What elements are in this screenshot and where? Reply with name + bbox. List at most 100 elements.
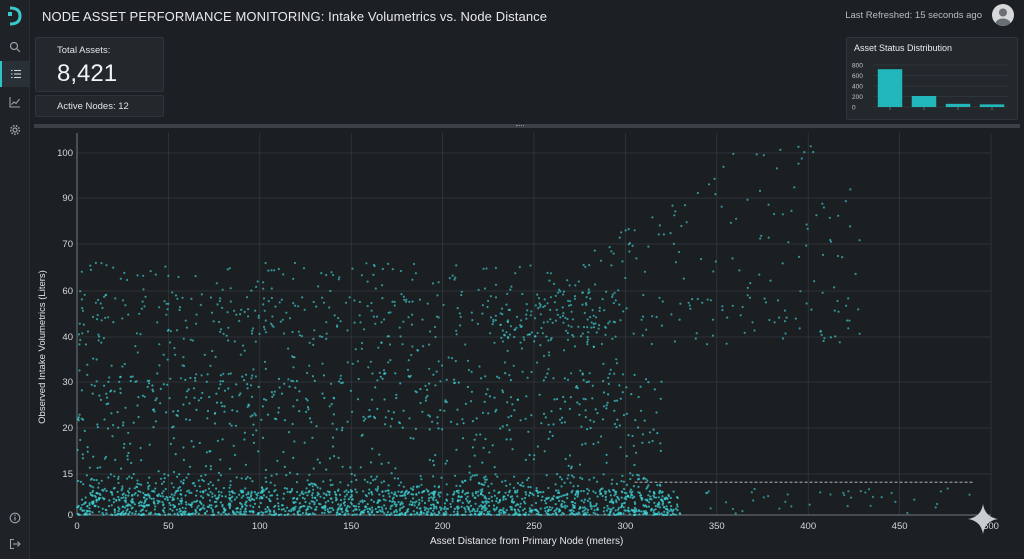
scatter-point (102, 498, 105, 501)
scatter-point (652, 509, 655, 512)
scatter-point (335, 513, 338, 516)
scatter-point (395, 503, 398, 506)
y-tick-label: 15 (62, 469, 73, 480)
scatter-point (381, 377, 384, 380)
scatter-point (609, 494, 612, 497)
scatter-point (92, 500, 95, 503)
scatter-point (363, 508, 366, 511)
scatter-point (140, 504, 143, 507)
scatter-point (258, 505, 261, 508)
scatter-point (604, 495, 607, 499)
scatter-point (858, 239, 861, 242)
scatter-point (411, 501, 414, 504)
scatter-point (384, 507, 388, 510)
scatter-point (157, 470, 160, 473)
scatter-point (136, 351, 139, 354)
scatter-point (412, 497, 415, 500)
scatter-point (605, 461, 608, 464)
panel-resize-divider[interactable] (34, 124, 1020, 128)
scatter-point (570, 491, 573, 494)
scatter-point (476, 510, 479, 513)
user-avatar[interactable] (992, 4, 1014, 26)
scatter-point (449, 505, 453, 508)
scatter-point (191, 501, 194, 504)
sidebar-item-analytics[interactable] (0, 89, 30, 115)
status-bar[interactable] (979, 104, 1005, 107)
sidebar-item-logout[interactable] (0, 531, 30, 557)
scatter-point (591, 397, 594, 400)
scatter-point (406, 368, 410, 371)
scatter-point (519, 483, 522, 487)
scatter-point (331, 483, 334, 486)
scatter-point (489, 316, 493, 319)
scatter-point (506, 335, 509, 339)
sidebar-item-settings[interactable] (0, 117, 30, 143)
scatter-point (397, 490, 400, 493)
scatter-point (163, 506, 166, 510)
scatter-point (383, 504, 386, 507)
status-bar[interactable] (911, 95, 937, 107)
scatter-point (612, 488, 615, 492)
scatter-point (296, 399, 299, 402)
scatter-point (443, 505, 446, 509)
scatter-point (522, 336, 525, 339)
scatter-point (418, 513, 421, 517)
sidebar-item-help[interactable] (0, 505, 30, 531)
scatter-point (536, 445, 539, 448)
scatter-point (135, 332, 138, 335)
scatter-point (105, 293, 108, 296)
sidebar-item-search[interactable] (0, 34, 30, 60)
scatter-point (640, 318, 643, 321)
scatter-point (106, 427, 110, 430)
scatter-point (176, 512, 179, 515)
scatter-point (488, 504, 491, 507)
scatter-point (524, 491, 527, 494)
scatter-point (139, 446, 142, 450)
scatter-point (365, 505, 368, 508)
scatter-point (219, 330, 222, 333)
scatter-point (352, 509, 355, 512)
scatter-point (362, 509, 365, 513)
scatter-point (566, 477, 569, 480)
scatter-point (332, 396, 335, 399)
scatter-point (618, 236, 621, 239)
scatter-point (602, 380, 605, 383)
scatter-point (318, 502, 321, 505)
status-bar[interactable] (945, 103, 971, 107)
sidebar-item-list[interactable] (0, 61, 30, 87)
scatter-point (221, 380, 225, 383)
scatter-point (194, 275, 197, 278)
scatter-point (538, 393, 541, 396)
scatter-point (233, 498, 236, 501)
scatter-point (763, 297, 766, 300)
scatter-point (77, 419, 80, 422)
scatter-point (78, 369, 81, 372)
scatter-point (508, 308, 511, 311)
scatter-point (142, 512, 145, 515)
scatter-point (515, 512, 518, 515)
status-bar[interactable] (877, 69, 903, 107)
scatter-point (188, 465, 192, 468)
scatter-point (466, 385, 470, 389)
scatter-point (545, 511, 548, 515)
scatter-point (281, 504, 284, 507)
scatter-point (78, 322, 81, 325)
scatter-point (696, 191, 700, 195)
scatter-point (303, 497, 306, 500)
scatter-point (323, 396, 326, 400)
scatter-point (778, 316, 781, 319)
scatter-point (544, 416, 547, 419)
scatter-point (561, 306, 564, 309)
scatter-point (215, 500, 218, 503)
scatter-point (381, 267, 384, 271)
scatter-point (559, 407, 562, 410)
scatter-point (250, 289, 253, 292)
resize-handle[interactable] (516, 125, 524, 127)
scatter-point (445, 459, 449, 462)
scatter-point (566, 497, 569, 500)
app-logo (8, 6, 22, 26)
scatter-point (439, 506, 442, 509)
scatter-point (262, 303, 265, 306)
x-tick-label: 450 (892, 521, 908, 532)
scatter-point (195, 408, 198, 411)
